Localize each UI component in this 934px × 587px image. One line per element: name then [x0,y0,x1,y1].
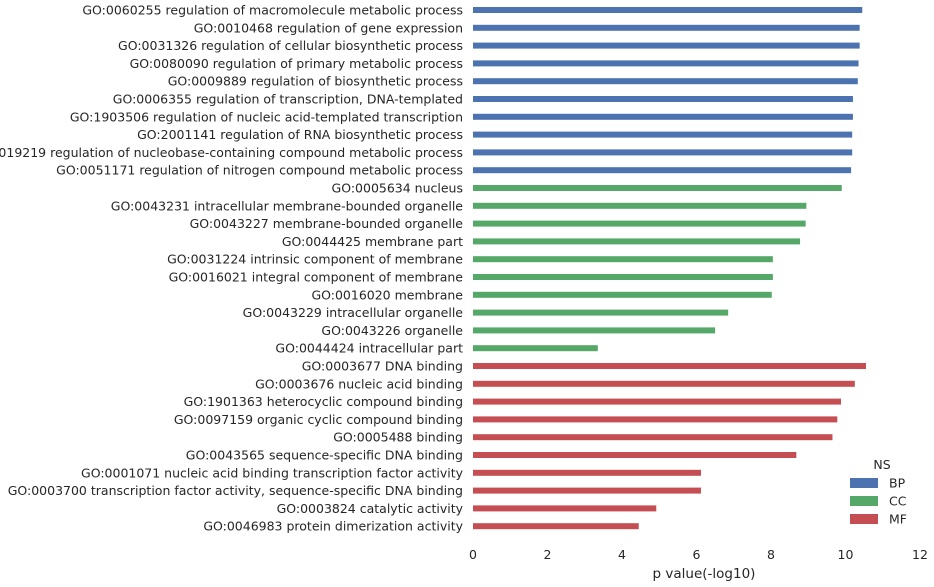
bar-mf-0 [473,363,866,369]
bar-cc-9 [473,345,598,352]
category-label: GO:2001141 regulation of RNA biosyntheti… [137,127,463,142]
category-label: GO:0043226 organelle [321,323,463,338]
category-label: GO:1903506 regulation of nucleic acid-te… [70,109,463,124]
bar-mf-4 [473,434,833,441]
category-label: GO:0043227 membrane-bounded organelle [190,216,464,231]
x-tick-label: 4 [618,547,626,562]
bar-bp-4 [473,78,858,85]
bar-bp-3 [473,60,859,67]
category-label: GO:0010468 regulation of gene expression [194,20,463,35]
legend-title: NS [873,457,890,472]
legend-swatch-bp [850,478,878,488]
category-label: GO:0060255 regulation of macromolecule m… [82,3,463,18]
bar-cc-2 [473,220,806,227]
category-label: GO:0003700 transcription factor activity… [8,483,463,498]
category-label: GO:0016020 membrane [311,287,463,302]
bar-mf-2 [473,398,842,405]
bar-cc-8 [473,327,716,334]
bar-bp-7 [473,131,853,138]
x-tick-label: 6 [693,547,701,562]
category-label: GO:0005634 nucleus [332,181,463,196]
bar-mf-1 [473,380,855,387]
x-tick-label: 2 [544,547,552,562]
bar-cc-7 [473,309,729,316]
category-label: GO:0019219 regulation of nucleobase-cont… [0,145,463,160]
category-label: GO:0009889 regulation of biosynthetic pr… [168,74,463,89]
legend-swatch-mf [850,514,878,524]
bar-bp-1 [473,24,860,31]
bar-cc-5 [473,274,773,280]
bar-bp-2 [473,42,860,49]
bar-bp-0 [473,7,863,13]
x-axis-ticks: 0 2 4 6 8 10 12 [469,547,928,562]
category-label: GO:0003676 nucleic acid binding [255,376,463,391]
bar-cc-4 [473,256,773,263]
bar-cc-1 [473,202,807,209]
bar-bp-9 [473,167,852,174]
x-tick-label: 0 [469,547,477,562]
bar-cc-6 [473,291,772,298]
bar-mf-6 [473,469,701,476]
category-label: GO:0005488 binding [333,430,463,445]
category-label: GO:0046983 protein dimerization activity [203,519,463,534]
bar-mf-9 [473,523,639,530]
bar-bp-5 [473,96,853,102]
bar-cc-3 [473,238,801,245]
x-axis-label: p value(-log10) [653,566,756,582]
category-label: GO:0031326 regulation of cellular biosyn… [118,38,463,53]
category-label: GO:0003824 catalytic activity [277,501,464,516]
category-label: GO:0001071 nucleic acid binding transcri… [81,465,464,480]
bar-mf-7 [473,487,701,494]
x-tick-label: 12 [912,547,928,562]
category-label: GO:0016021 integral component of membran… [169,270,464,285]
bar-mf-5 [473,452,797,458]
x-tick-label: 8 [767,547,775,562]
category-label: GO:0097159 organic cyclic compound bindi… [174,412,463,427]
bar-cc-0 [473,185,842,191]
bar-mf-3 [473,416,838,423]
x-tick-label: 10 [838,547,854,562]
bar-bp-6 [473,113,853,120]
legend: NS BP CC MF [850,457,907,527]
category-label: GO:0003677 DNA binding [302,359,463,374]
bars-group [473,7,866,530]
category-label: GO:0044425 membrane part [282,234,463,249]
legend-label-bp: BP [889,476,906,491]
category-label: GO:0044424 intracellular part [275,341,463,356]
bar-mf-8 [473,505,657,512]
legend-label-cc: CC [889,494,907,509]
category-label: GO:0043231 intracellular membrane-bounde… [111,198,464,213]
category-label: GO:0043565 sequence-specific DNA binding [186,448,463,463]
category-label: GO:1901363 heterocyclic compound binding [184,394,463,409]
category-labels: GO:0060255 regulation of macromolecule m… [0,3,464,534]
legend-swatch-cc [850,496,878,506]
category-label: GO:0031224 intrinsic component of membra… [167,252,463,267]
category-label: GO:0080090 regulation of primary metabol… [130,56,463,71]
category-label: GO:0006355 regulation of transcription, … [113,92,463,107]
legend-label-mf: MF [889,512,907,527]
category-label: GO:0043229 intracellular organelle [243,305,464,320]
category-label: GO:0051171 regulation of nitrogen compou… [56,163,463,178]
bar-bp-8 [473,149,853,156]
